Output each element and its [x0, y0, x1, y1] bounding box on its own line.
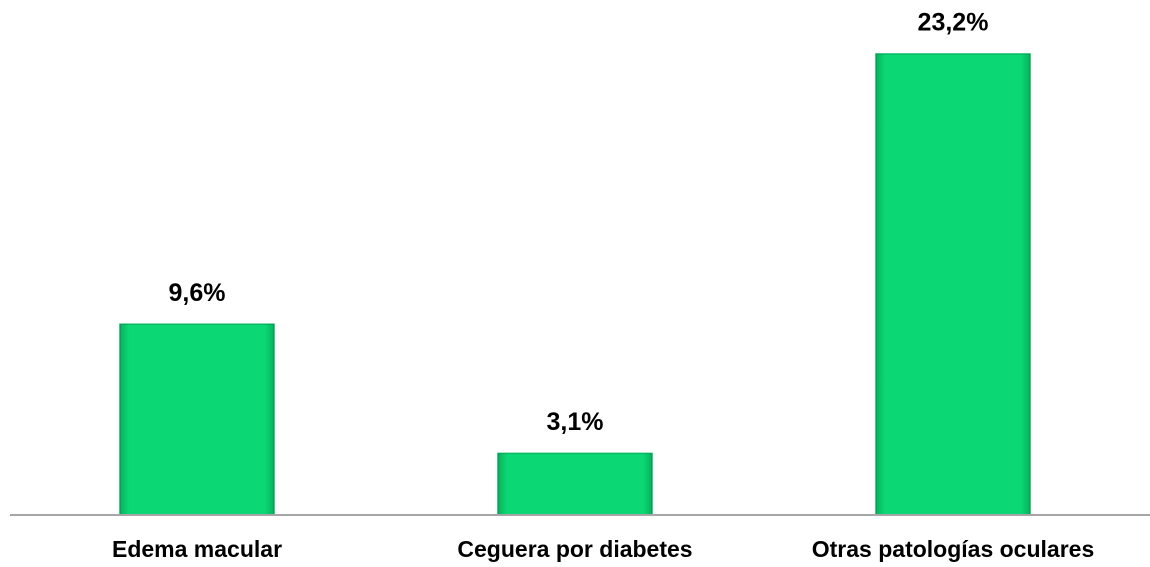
x-tick-label: Otras patologías oculares	[812, 536, 1094, 562]
x-tick-label: Ceguera por diabetes	[457, 536, 692, 562]
bar-shade	[498, 453, 652, 515]
bar-shade	[876, 54, 1030, 515]
value-label: 23,2%	[918, 9, 989, 37]
bar-shade	[120, 324, 274, 515]
value-label: 3,1%	[547, 408, 604, 436]
x-tick-label: Edema macular	[112, 536, 282, 562]
value-label: 9,6%	[169, 279, 226, 307]
